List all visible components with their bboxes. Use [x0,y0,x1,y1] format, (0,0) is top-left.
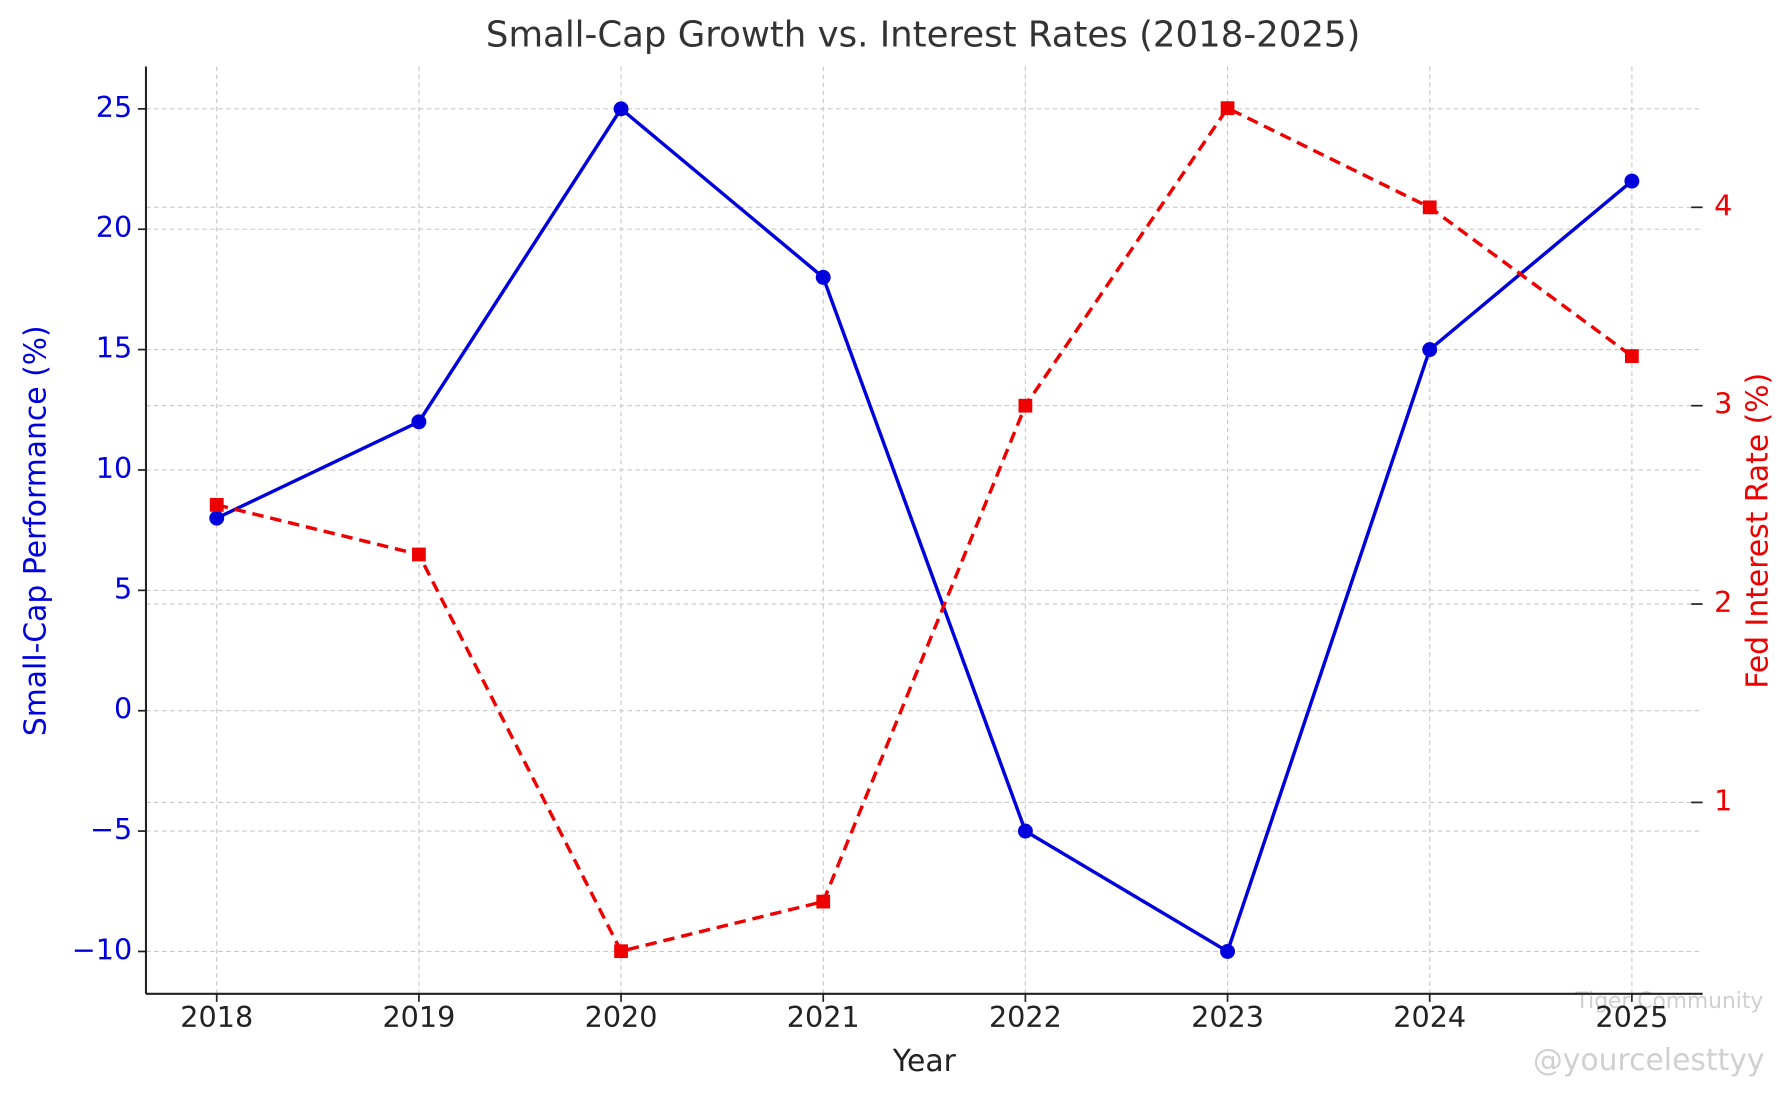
marker [613,101,629,117]
series-line [215,106,1633,955]
y-tick-label: 25 [96,90,132,124]
y-tick-label: 5 [114,571,132,605]
marker [1018,398,1033,413]
series-line [216,105,1633,954]
y-axis-label: Small-Cap Performance (%) [19,325,54,736]
y-tick-label: 20 [96,210,132,244]
x-tick-label: 2025 [1595,1000,1668,1034]
watermark: @yourcelesttyy [1533,1043,1765,1078]
y2-tick-label: 2 [1714,585,1732,619]
y2-axis-label: Fed Interest Rate (%) [1740,373,1775,689]
marker [816,894,831,909]
x-tick-label: 2018 [180,1000,253,1034]
y2-tick-label: 4 [1714,188,1732,222]
marker [1220,101,1235,116]
x-axis-label: Year [892,1044,957,1079]
x-tick-label: 2022 [989,1000,1062,1034]
marker [412,547,426,562]
chart-title: Small-Cap Growth vs. Interest Rates (201… [486,15,1360,56]
x-tick-label: 2021 [787,1000,860,1034]
y-tick-label: −5 [90,812,132,846]
x-tick-label: 2024 [1393,1000,1466,1034]
y2-tick-label: 3 [1714,387,1732,421]
y-tick-label: 0 [114,692,132,726]
marker [411,414,427,430]
y-tick-label: 10 [96,451,132,485]
marker [1422,342,1438,358]
y-tick-label: 15 [96,331,132,365]
y2-tick-label: 1 [1714,783,1732,817]
marker [209,497,224,512]
marker [815,269,831,285]
x-tick-label: 2023 [1191,1000,1264,1034]
marker [1624,173,1640,189]
marker [1017,823,1033,839]
x-tick-label: 2020 [585,1000,658,1034]
marker [1220,944,1236,959]
marker [614,944,628,959]
x-tick-label: 2019 [382,1000,455,1034]
marker [1624,349,1639,363]
marker [1422,200,1437,215]
y-tick-label: −10 [72,932,132,966]
marker [209,510,225,526]
